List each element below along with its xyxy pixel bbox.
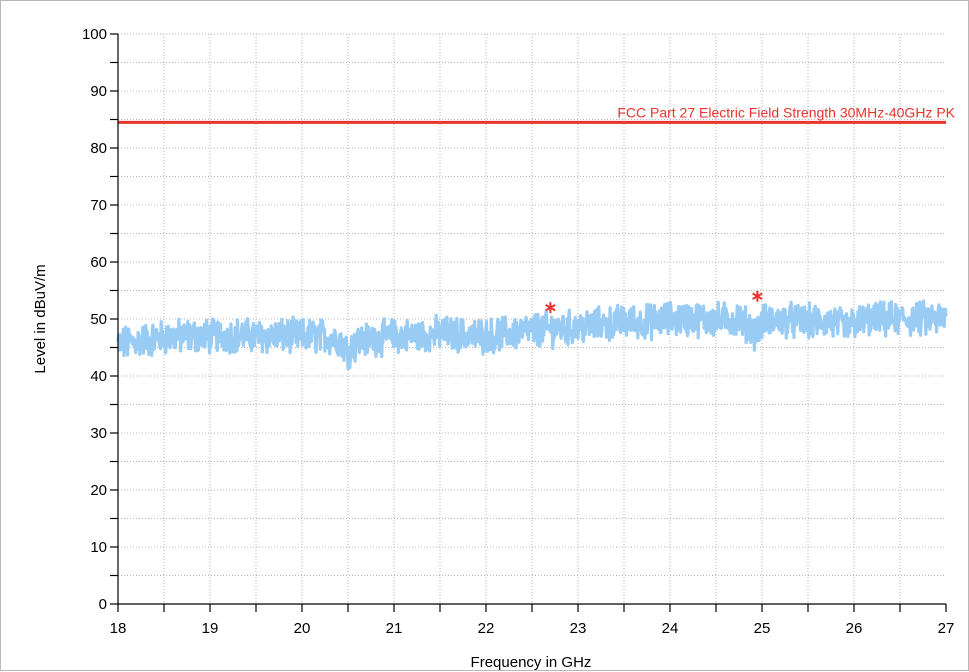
x-tick-label: 24 <box>662 620 679 637</box>
x-tick-label: 27 <box>938 620 955 637</box>
trace-line <box>116 299 948 371</box>
y-tick-label: 80 <box>90 140 107 157</box>
peak-marker-stroke <box>545 303 556 312</box>
axes <box>110 33 947 612</box>
y-tick-label: 70 <box>90 197 107 214</box>
limit-line-group: FCC Part 27 Electric Field Strength 30MH… <box>118 104 956 124</box>
x-axis-title: Frequency in GHz <box>471 654 592 671</box>
peak-markers <box>545 290 763 314</box>
y-tick-label: 90 <box>90 83 107 100</box>
y-tick-label: 60 <box>90 254 107 271</box>
limit-line-label: FCC Part 27 Electric Field Strength 30MH… <box>617 104 955 120</box>
x-tick-label: 25 <box>754 620 771 637</box>
y-tick-label: 40 <box>90 368 107 385</box>
peak-marker <box>752 290 763 302</box>
x-tick-label: 22 <box>478 620 495 637</box>
x-tick-label: 23 <box>570 620 587 637</box>
y-tick-label: 30 <box>90 425 107 442</box>
x-tick-label: 18 <box>110 620 127 637</box>
y-axis-title: Level in dBuV/m <box>32 264 49 373</box>
x-tick-label: 21 <box>386 620 403 637</box>
y-tick-label: 0 <box>99 596 107 613</box>
y-tick-label: 50 <box>90 311 107 328</box>
peak-marker <box>545 302 556 314</box>
peak-marker-stroke <box>752 292 763 300</box>
measurement-trace <box>116 299 948 371</box>
y-tick-label: 10 <box>90 539 107 556</box>
tick-labels: 0 10 20 30 40 50 60 70 80 90 100 18 19 20 21 22 23 24 25 26… <box>82 26 954 637</box>
x-tick-label: 19 <box>202 620 219 637</box>
grid-lines <box>118 33 946 604</box>
x-tick-label: 20 <box>294 620 311 637</box>
y-tick-label: 20 <box>90 482 107 499</box>
y-tick-label: 100 <box>82 26 107 43</box>
x-tick-label: 26 <box>846 620 863 637</box>
